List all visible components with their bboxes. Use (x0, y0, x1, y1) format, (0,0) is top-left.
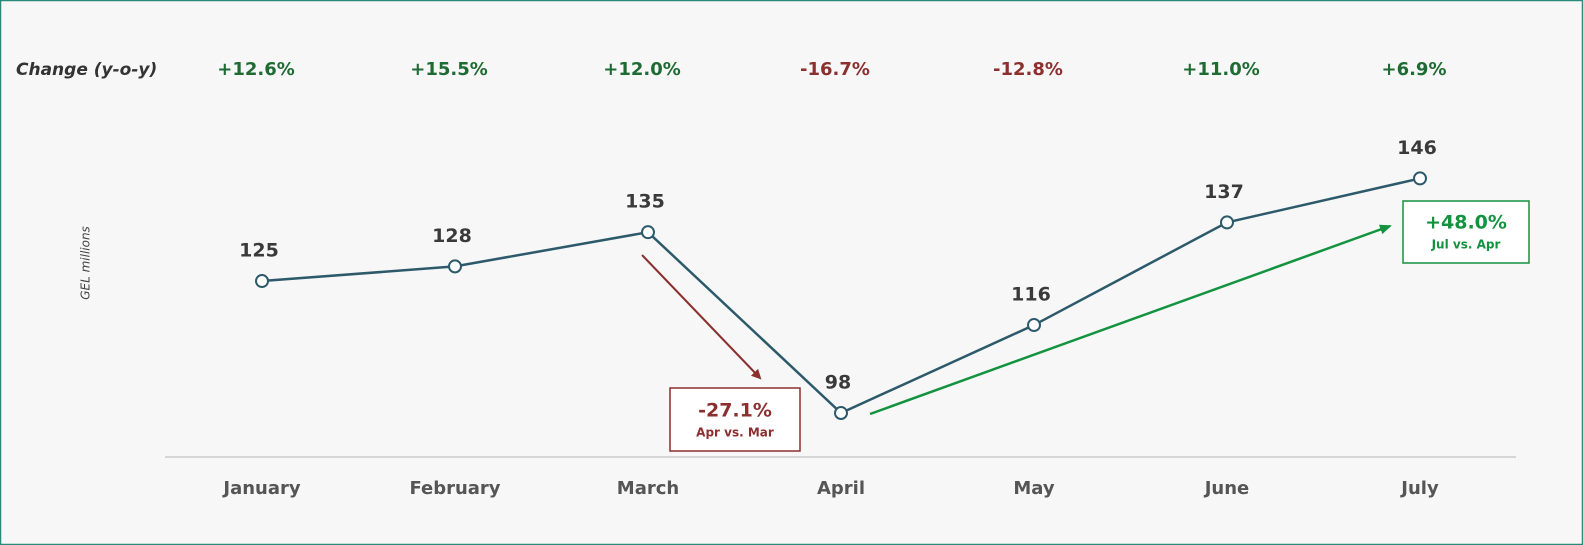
x-tick-label: May (1013, 478, 1055, 499)
decline-arrow (641, 254, 762, 380)
annotation-box (1402, 200, 1530, 264)
x-tick-label: March (617, 478, 679, 499)
data-label: 146 (1397, 137, 1437, 159)
x-tick-label: February (409, 478, 500, 499)
data-label: 128 (432, 225, 472, 247)
marker (255, 274, 269, 289)
annotation-value: +48.0% (1425, 212, 1507, 234)
data-label: 98 (825, 372, 851, 394)
change-row-label: Change (y-o-y) (16, 60, 157, 80)
marker (1220, 215, 1234, 230)
annotation-box (669, 387, 801, 452)
x-tick-label: January (221, 478, 300, 499)
marker (641, 225, 655, 240)
annotation-value: -27.1% (698, 400, 772, 422)
marker (834, 406, 848, 421)
y-axis-label: GEL millions (79, 226, 93, 300)
x-tick-label: July (1399, 478, 1439, 499)
change-value: +6.9% (1381, 59, 1446, 80)
annotation-text: Apr vs. Mar (696, 426, 774, 440)
change-value: +12.6% (217, 59, 295, 80)
change-value: +15.5% (410, 59, 488, 80)
change-value: +12.0% (603, 59, 681, 80)
marker (1413, 171, 1427, 186)
data-label: 116 (1011, 284, 1051, 306)
x-tick-label: June (1203, 478, 1250, 499)
data-label: 135 (625, 191, 665, 213)
x-tick-label: April (817, 478, 865, 499)
marker (448, 259, 462, 274)
change-value: +11.0% (1182, 59, 1260, 80)
data-label: 137 (1204, 181, 1244, 203)
data-label: 125 (239, 240, 279, 262)
marker (1027, 318, 1041, 333)
change-value: -12.8% (993, 59, 1063, 80)
annotation-text: Jul vs. Apr (1431, 238, 1501, 252)
growth-arrow (869, 224, 1392, 416)
change-value: -16.7% (800, 59, 870, 80)
